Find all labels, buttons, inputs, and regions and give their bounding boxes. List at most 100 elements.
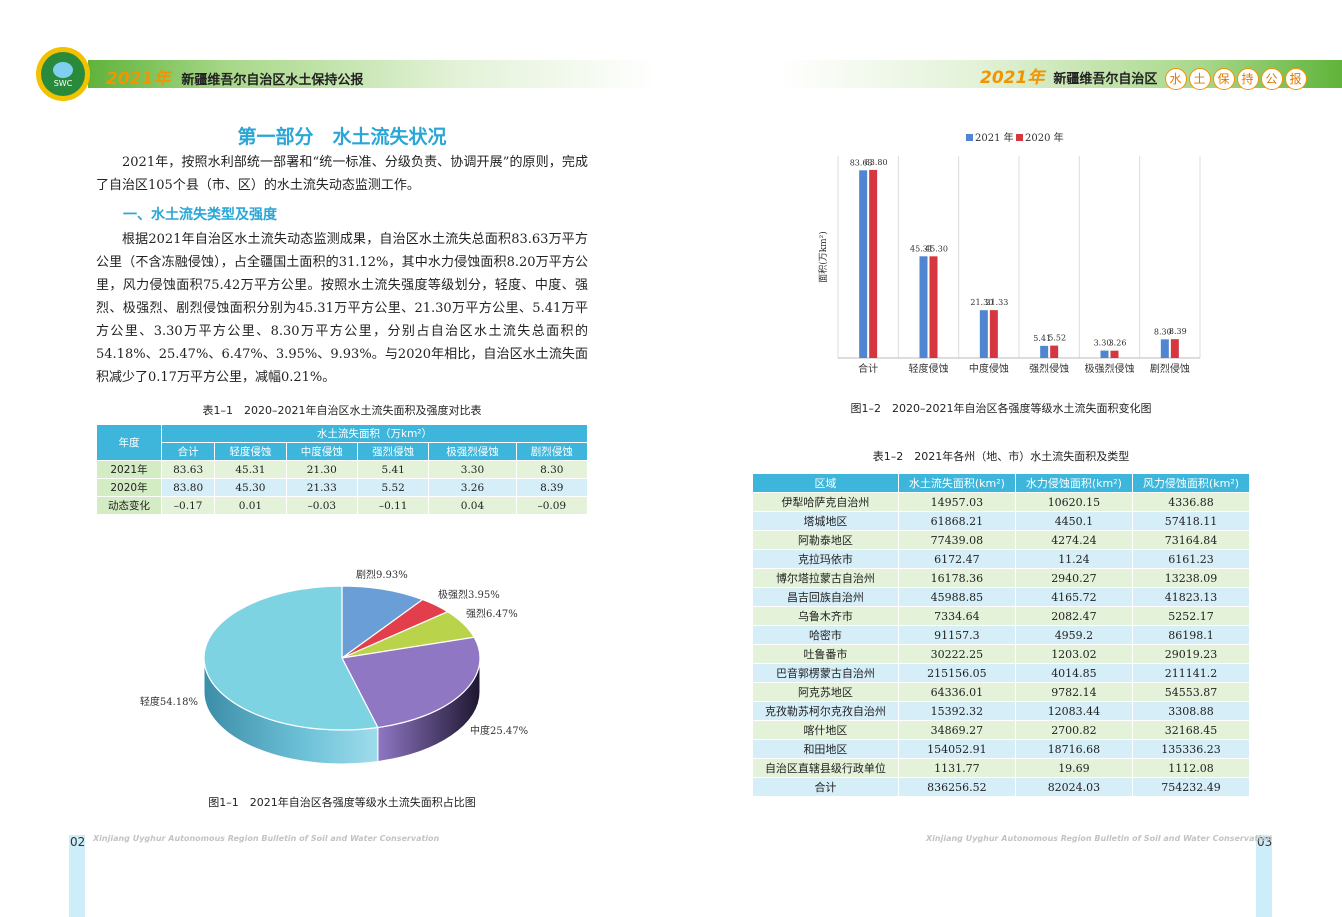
bar-value-label: 8.30 — [1154, 327, 1172, 336]
table-cell: 3.26 — [428, 478, 517, 497]
pie-slice-轻度 — [203, 585, 379, 731]
table-row: 动态变化 –0.17 0.01 –0.03 –0.11 0.04 –0.09 — [96, 496, 589, 515]
row-label: 2020年 — [96, 478, 162, 497]
x-tick-label: 极强烈侵蚀 — [1085, 362, 1135, 375]
x-tick-label: 轻度侵蚀 — [909, 362, 949, 375]
table-erosion-comparison: 年度 水土流失面积（万km²） 合计 轻度侵蚀 中度侵蚀 强烈侵蚀 极强烈侵蚀 剧烈侵蚀 … — [96, 424, 589, 515]
table-cell: 昌吉回族自治州 — [752, 587, 899, 607]
table-cell: 吐鲁番市 — [752, 644, 899, 664]
left-page-number: 02 — [70, 835, 86, 849]
table-cell: 伊犁哈萨克自治州 — [752, 492, 899, 512]
table-cell: 4165.72 — [1014, 587, 1133, 607]
table2-column-header: 区域 — [752, 473, 899, 493]
table-cell: 34869.27 — [897, 720, 1016, 740]
table-cell: 3.30 — [428, 460, 517, 479]
left-footer-text: Xinjiang Uyghur Autonomous Region Bullet… — [93, 834, 440, 843]
table2-caption: 表1–2 2021年各州（地、市）水土流失面积及类型 — [872, 450, 1130, 463]
table-cell: 4014.85 — [1014, 663, 1133, 683]
table-cell: 18716.68 — [1014, 739, 1133, 759]
table-cell: 82024.03 — [1014, 777, 1133, 797]
table-row: 阿克苏地区 64336.01 9782.14 54553.87 — [752, 682, 1251, 702]
table-cell: –0.09 — [515, 496, 589, 515]
table-cell: 阿勒泰地区 — [752, 530, 899, 550]
table-cell: 2082.47 — [1014, 606, 1133, 626]
header-year-right: 2021年 — [980, 68, 1045, 88]
table1-corner: 年度 — [96, 424, 162, 461]
table-cell: 合计 — [752, 777, 899, 797]
table-cell: 6172.47 — [897, 549, 1016, 569]
table-cell: 10620.15 — [1014, 492, 1133, 512]
table-cell: 13238.09 — [1131, 568, 1251, 588]
x-tick-label: 强烈侵蚀 — [1029, 362, 1069, 375]
table-cell: 巴音郭楞蒙古自治州 — [752, 663, 899, 683]
table-cell: 8.39 — [515, 478, 589, 497]
table-cell: 1131.77 — [897, 758, 1016, 778]
table1-column-header: 合计 — [160, 442, 216, 461]
table1-column-header: 轻度侵蚀 — [214, 442, 287, 461]
table-row: 伊犁哈萨克自治州 14957.03 10620.15 4336.88 — [752, 492, 1251, 512]
table-row: 自治区直辖县级行政单位 1131.77 19.69 1112.08 — [752, 758, 1251, 778]
x-tick-label: 合计 — [858, 362, 878, 375]
table-cell: 54553.87 — [1131, 682, 1251, 702]
table-cell: –0.17 — [160, 496, 216, 515]
table-cell: 0.01 — [214, 496, 287, 515]
bar-2020 — [1170, 339, 1179, 358]
left-page-tab — [69, 835, 85, 917]
table-cell: 哈密市 — [752, 625, 899, 645]
bar-2020 — [929, 256, 938, 358]
table1-group-header: 水土流失面积（万km²） — [161, 424, 588, 443]
bar-value-label: 5.41 — [1033, 334, 1051, 343]
table-cell: 12083.44 — [1014, 701, 1133, 721]
table1-column-header: 强烈侵蚀 — [356, 442, 430, 461]
row-label: 动态变化 — [96, 496, 162, 515]
table-cell: 4274.24 — [1014, 530, 1133, 550]
table-row: 2021年 83.63 45.31 21.30 5.41 3.30 8.30 — [96, 460, 589, 479]
pie-label: 极强烈3.95% — [438, 588, 500, 601]
table-cell: 克拉玛依市 — [752, 549, 899, 569]
bar-2021 — [979, 310, 988, 358]
table1-column-header: 剧烈侵蚀 — [515, 442, 589, 461]
table-cell: –0.03 — [285, 496, 358, 515]
bar-value-label: 5.52 — [1048, 334, 1066, 343]
table-cell: 喀什地区 — [752, 720, 899, 740]
intro-paragraph: 2021年，按照水利部统一部署和“统一标准、分级负责、协调开展”的原则，完成了自… — [96, 155, 588, 193]
table-cell: 32168.45 — [1131, 720, 1251, 740]
left-header-band — [88, 60, 658, 88]
section-heading: 一、水土流失类型及强度 — [123, 207, 277, 223]
table-cell: 64336.01 — [897, 682, 1016, 702]
table-row: 和田地区 154052.91 18716.68 135336.23 — [752, 739, 1251, 759]
table-cell: 4450.1 — [1014, 511, 1133, 531]
table1-column-header: 极强烈侵蚀 — [428, 442, 517, 461]
table-cell: 4959.2 — [1014, 625, 1133, 645]
table-cell: 11.24 — [1014, 549, 1133, 569]
table-row: 克孜勒苏柯尔克孜自治州 15392.32 12083.44 3308.88 — [752, 701, 1251, 721]
table-cell: 5.41 — [356, 460, 430, 479]
table-cell: 2700.82 — [1014, 720, 1133, 740]
table-row: 乌鲁木齐市 7334.64 2082.47 5252.17 — [752, 606, 1251, 626]
table-row: 哈密市 91157.3 4959.2 86198.1 — [752, 625, 1251, 645]
table-cell: 博尔塔拉蒙古自治州 — [752, 568, 899, 588]
bar-value-label: 3.30 — [1094, 339, 1112, 348]
header-bulletin-title: 新疆维吾尔自治区水土保持公报 — [181, 73, 364, 88]
x-tick-label: 剧烈侵蚀 — [1150, 362, 1190, 375]
table-cell: 16178.36 — [897, 568, 1016, 588]
table-cell: 91157.3 — [897, 625, 1016, 645]
bar-value-label: 21.30 — [970, 298, 993, 307]
table-cell: 57418.11 — [1131, 511, 1251, 531]
x-tick-label: 中度侵蚀 — [969, 362, 1009, 375]
bar-value-label: 8.39 — [1169, 327, 1187, 336]
pie-label: 轻度54.18% — [140, 695, 198, 708]
table-row: 合计 836256.52 82024.03 754232.49 — [752, 777, 1251, 797]
bar-2021 — [1100, 350, 1109, 358]
header-circle-char: 持 — [1236, 68, 1259, 90]
table-cell: 73164.84 — [1131, 530, 1251, 550]
bar-2020 — [1050, 345, 1059, 358]
table-cell: 135336.23 — [1131, 739, 1251, 759]
header-year: 2021年 — [106, 69, 171, 89]
pie-caption: 图1–1 2021年自治区各强度等级水土流失面积占比图 — [208, 796, 476, 809]
table-cell: 21.30 — [285, 460, 358, 479]
table-cell: 2940.27 — [1014, 568, 1133, 588]
table2-column-header: 水力侵蚀面积(km²) — [1014, 473, 1133, 493]
right-header-title: 2021年 新疆维吾尔自治区 水土保持公报 — [980, 63, 1307, 90]
